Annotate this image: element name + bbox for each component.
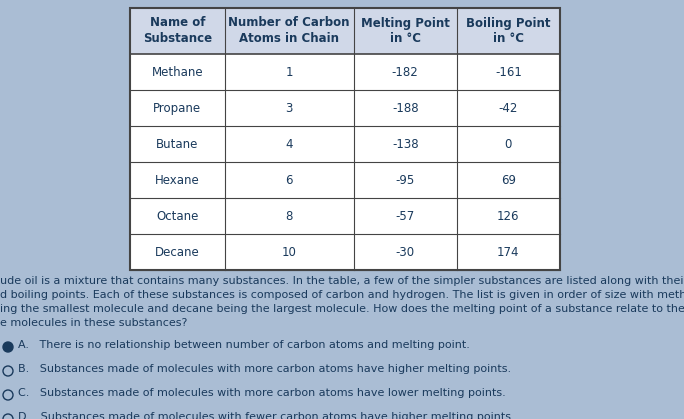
- Text: C.   Substances made of molecules with more carbon atoms have lower melting poin: C. Substances made of molecules with mor…: [18, 388, 505, 398]
- Text: Butane: Butane: [156, 137, 198, 150]
- Text: 126: 126: [497, 210, 520, 222]
- Text: -30: -30: [395, 246, 415, 259]
- Text: 3: 3: [285, 101, 293, 114]
- Text: 4: 4: [285, 137, 293, 150]
- Text: Methane: Methane: [151, 65, 203, 78]
- Text: 1: 1: [285, 65, 293, 78]
- Text: A.   There is no relationship between number of carbon atoms and melting point.: A. There is no relationship between numb…: [18, 340, 470, 350]
- Text: Number of Carbon
Atoms in Chain: Number of Carbon Atoms in Chain: [228, 16, 350, 46]
- Text: -161: -161: [495, 65, 522, 78]
- Text: ude oil is a mixture that contains many substances. In the table, a few of the s: ude oil is a mixture that contains many …: [0, 276, 684, 286]
- Text: e molecules in these substances?: e molecules in these substances?: [0, 318, 187, 328]
- Text: -188: -188: [392, 101, 419, 114]
- Text: -138: -138: [392, 137, 419, 150]
- Text: B.   Substances made of molecules with more carbon atoms have higher melting poi: B. Substances made of molecules with mor…: [18, 364, 511, 374]
- Text: 8: 8: [285, 210, 293, 222]
- Text: D.   Substances made of molecules with fewer carbon atoms have higher melting po: D. Substances made of molecules with few…: [18, 412, 514, 419]
- Text: -182: -182: [392, 65, 419, 78]
- Text: Melting Point
in °C: Melting Point in °C: [360, 16, 449, 46]
- Text: 10: 10: [282, 246, 297, 259]
- Text: Boiling Point
in °C: Boiling Point in °C: [466, 16, 551, 46]
- Text: Octane: Octane: [156, 210, 198, 222]
- Text: -95: -95: [395, 173, 415, 186]
- Circle shape: [3, 342, 13, 352]
- Text: d boiling points. Each of these substances is composed of carbon and hydrogen. T: d boiling points. Each of these substanc…: [0, 290, 684, 300]
- Text: Decane: Decane: [155, 246, 200, 259]
- Text: 174: 174: [497, 246, 520, 259]
- Text: 69: 69: [501, 173, 516, 186]
- Text: Name of
Substance: Name of Substance: [143, 16, 212, 46]
- Text: Hexane: Hexane: [155, 173, 200, 186]
- Bar: [130, 8, 560, 270]
- Text: 0: 0: [505, 137, 512, 150]
- Text: Propane: Propane: [153, 101, 201, 114]
- Bar: [130, 8, 560, 270]
- Text: -57: -57: [395, 210, 415, 222]
- Text: -42: -42: [499, 101, 518, 114]
- Text: 6: 6: [285, 173, 293, 186]
- Text: ing the smallest molecule and decane being the largest molecule. How does the me: ing the smallest molecule and decane bei…: [0, 304, 684, 314]
- Bar: [130, 8, 560, 54]
